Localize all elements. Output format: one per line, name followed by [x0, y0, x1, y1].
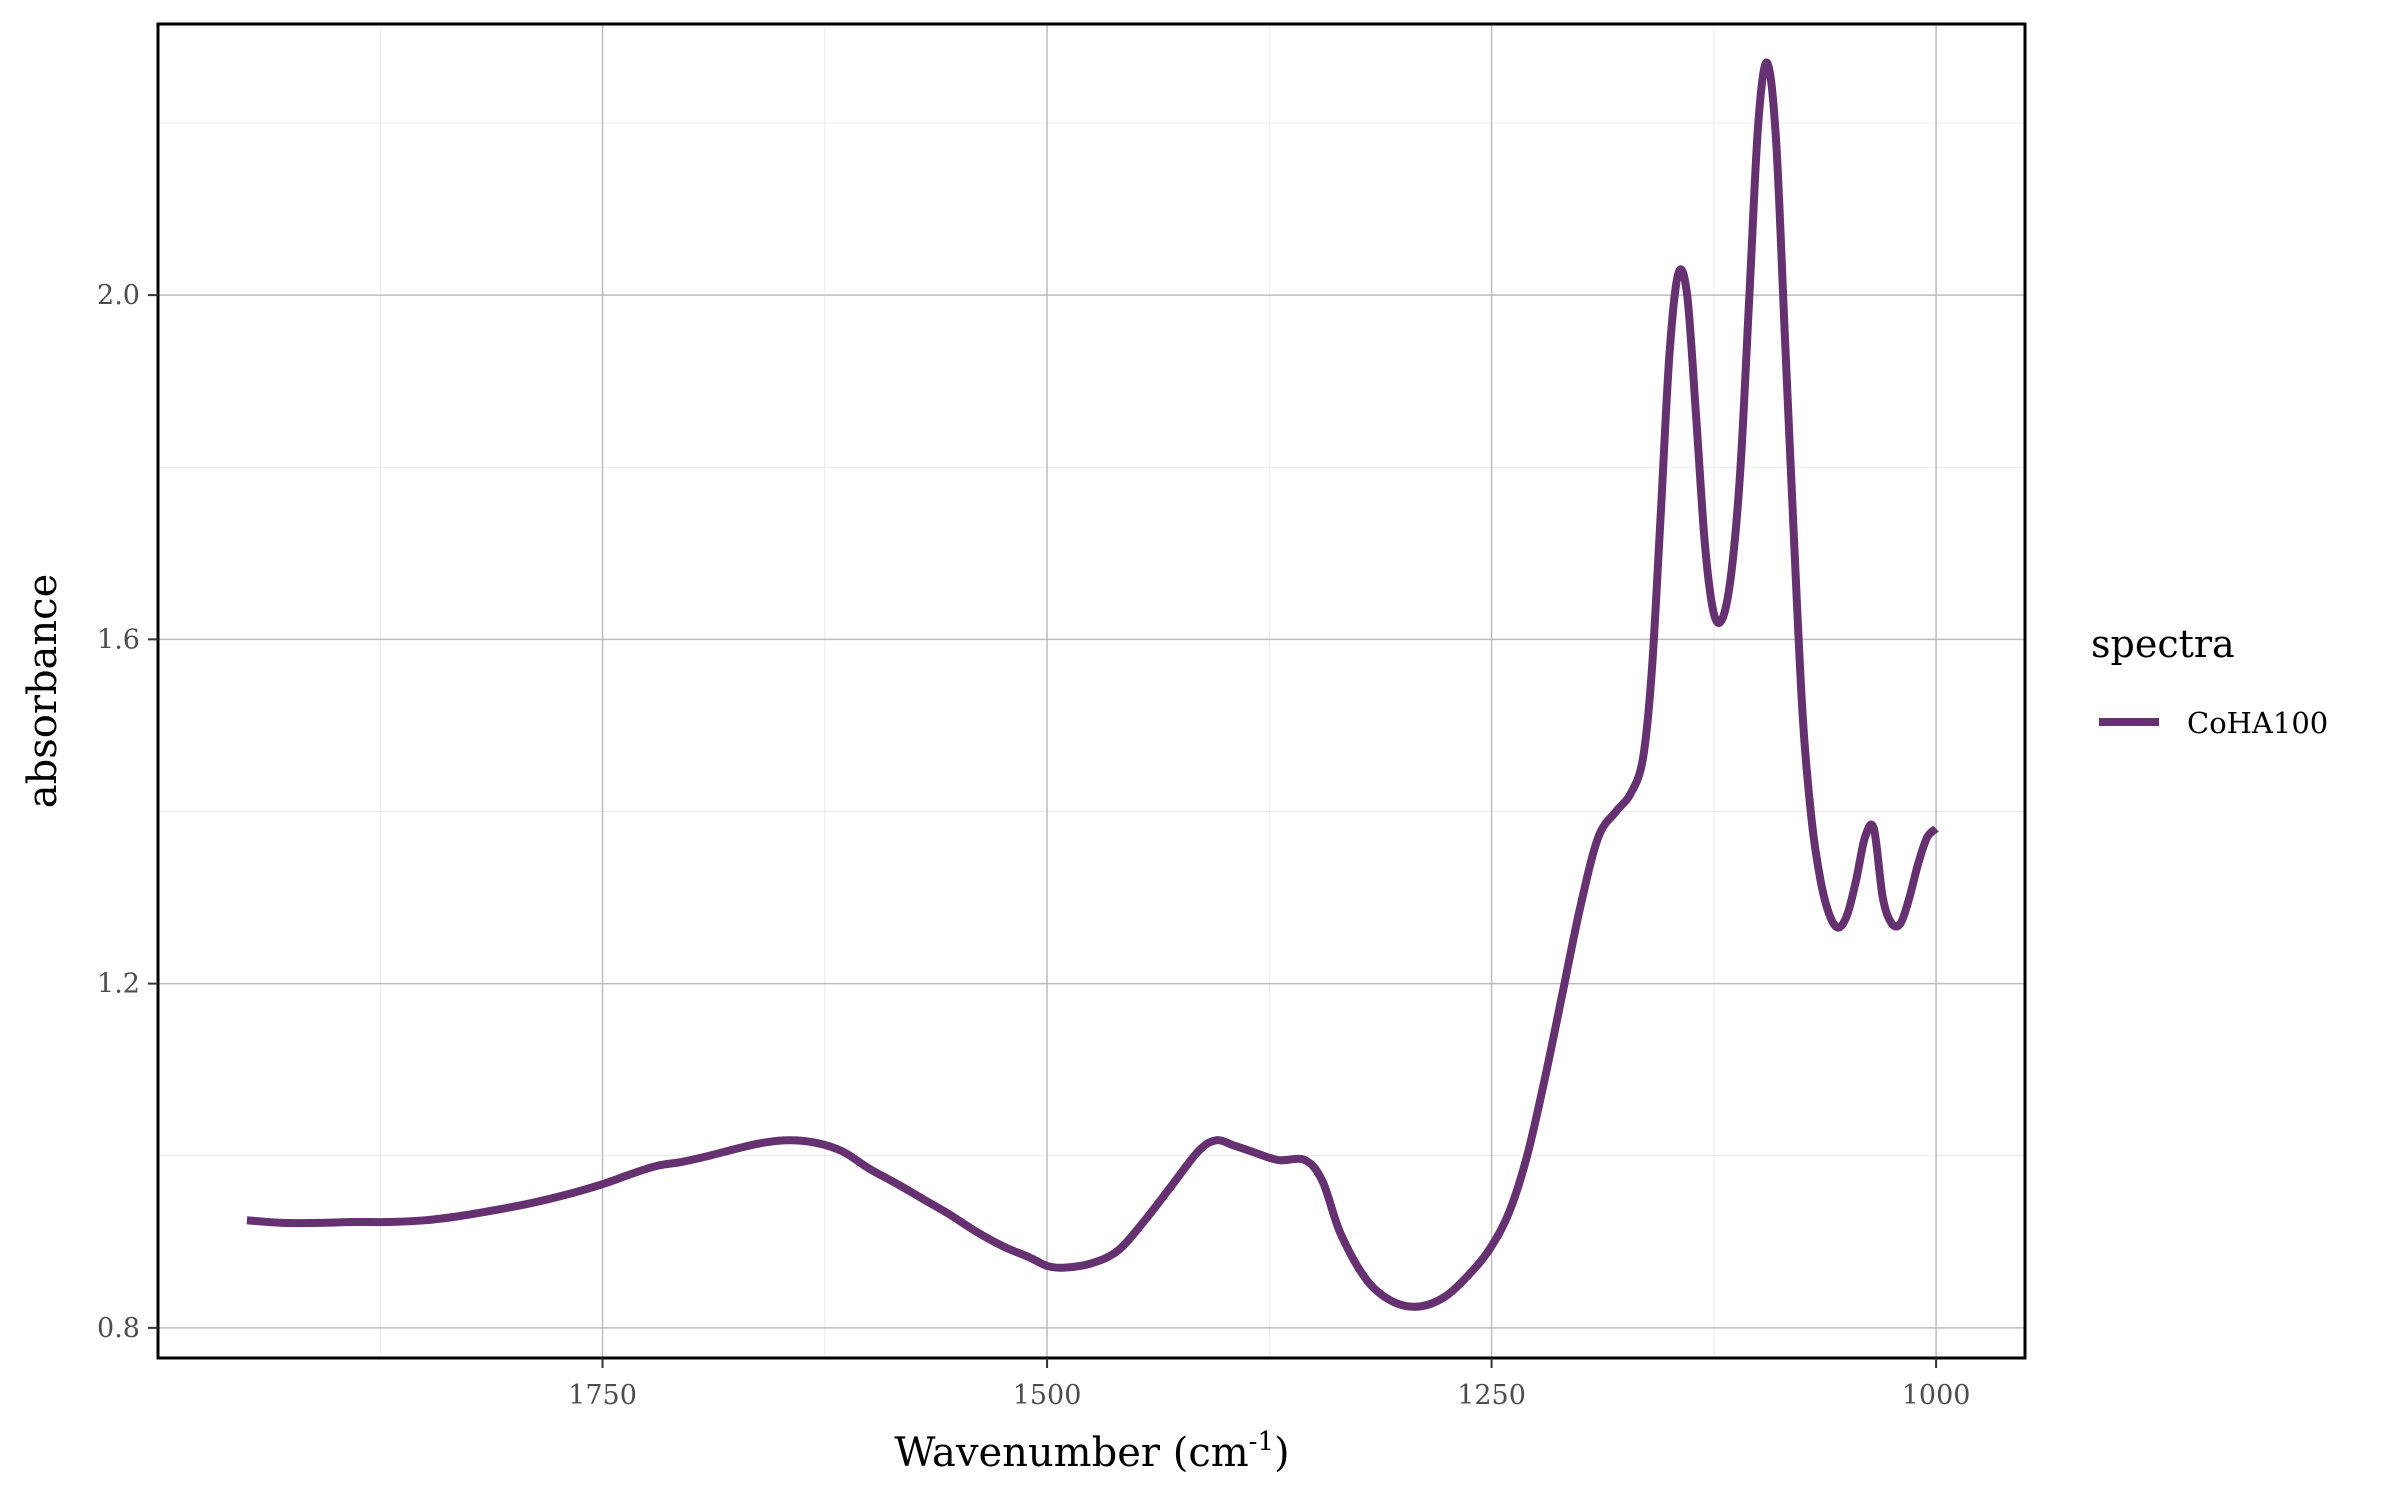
series-layer — [246, 58, 1939, 1311]
y-axis: 0.8 1.2 1.6 2.0 — [97, 280, 158, 1344]
plot-frame — [156, 22, 2027, 1360]
x-axis-title-main: Wavenumber (cm — [894, 1430, 1248, 1476]
legend-label-coha100: CoHA100 — [2187, 706, 2328, 740]
series-line-coha100 — [246, 58, 1939, 1311]
plot-background — [158, 24, 2025, 1358]
y-tick-label: 0.8 — [97, 1313, 140, 1344]
legend-title: spectra — [2091, 622, 2235, 666]
x-tick-label: 1250 — [1457, 1380, 1526, 1411]
y-tick-label: 1.6 — [97, 624, 140, 655]
y-tick-label: 2.0 — [97, 280, 140, 311]
legend: spectra CoHA100 — [2091, 622, 2328, 740]
minor-grid — [158, 24, 2025, 1358]
major-grid — [158, 24, 2025, 1358]
y-tick-label: 1.2 — [97, 969, 140, 1000]
x-tick-label: 1750 — [568, 1380, 637, 1411]
y-axis-title: absorbance — [20, 574, 66, 808]
x-axis-title-superscript: -1 — [1249, 1427, 1274, 1457]
x-tick-label: 1500 — [1013, 1380, 1082, 1411]
x-axis-title: Wavenumber (cm-1) — [894, 1427, 1289, 1476]
x-axis: 1750 1500 1250 1000 — [568, 1358, 1970, 1411]
x-axis-title-suffix: ) — [1274, 1430, 1290, 1476]
x-tick-label: 1000 — [1902, 1380, 1971, 1411]
